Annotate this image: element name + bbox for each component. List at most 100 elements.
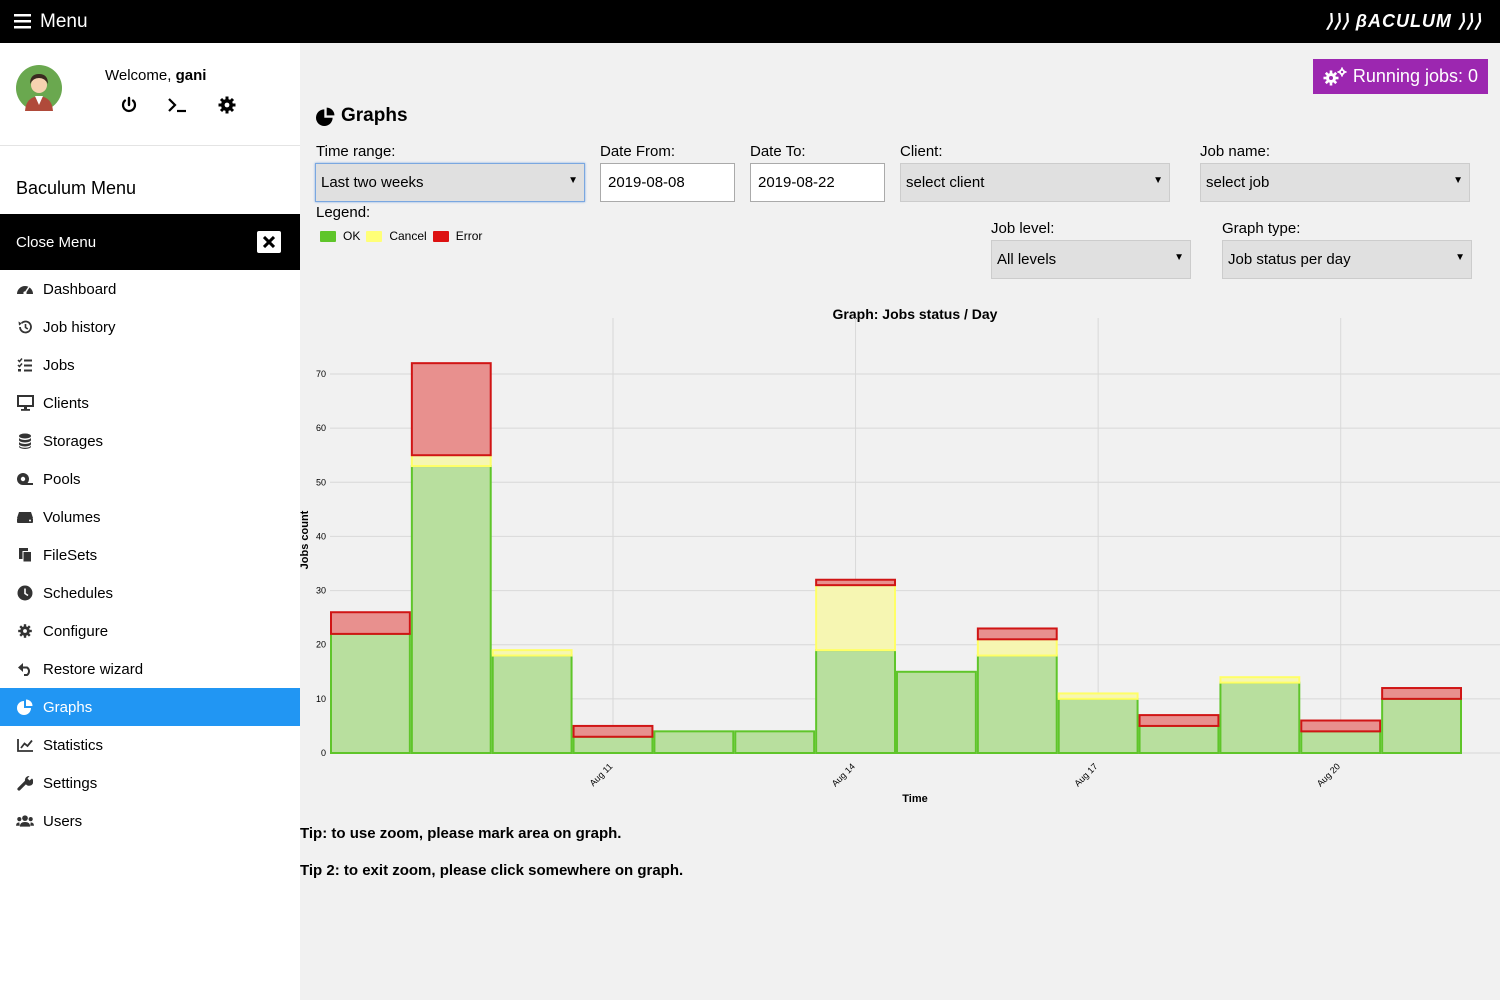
sidebar: Welcome, gani Baculum Menu Close Menu Da…: [0, 43, 300, 1000]
sidebar-item-volumes[interactable]: Volumes: [0, 498, 300, 536]
sidebar-item-settings[interactable]: Settings: [0, 764, 300, 802]
date-from-label: Date From:: [600, 143, 676, 160]
sidebar-item-label: Restore wizard: [43, 660, 144, 678]
y-tick-label: 50: [316, 477, 326, 487]
sidebar-item-label: Schedules: [43, 584, 114, 602]
chart-title: Graph: Jobs status / Day: [833, 306, 998, 322]
bar-ok: [1300, 730, 1382, 755]
y-axis: 0 10 20 30 40 50 60 70: [316, 369, 326, 758]
avatar: [16, 65, 62, 111]
date-from-input[interactable]: 2019-08-08: [600, 163, 735, 202]
page-title: Graphs: [316, 105, 408, 127]
sidebar-item-jobs[interactable]: Jobs: [0, 346, 300, 384]
bar-ok: [1219, 681, 1301, 754]
close-icon[interactable]: [257, 231, 281, 253]
pie-chart-icon: [16, 698, 34, 716]
time-range-select[interactable]: Last two weeks ▼: [315, 163, 585, 202]
bar-ok: [572, 735, 654, 754]
legend-ok-label: OK: [343, 229, 361, 243]
bar-ok: [1381, 697, 1462, 755]
power-icon[interactable]: [119, 95, 139, 115]
x-tick-label: Aug 20: [1315, 761, 1342, 788]
terminal-icon[interactable]: [167, 95, 187, 115]
y-axis-label: Jobs count: [300, 510, 311, 569]
welcome-prefix: Welcome,: [105, 67, 176, 84]
sidebar-item-label: Clients: [43, 394, 89, 412]
legend-cancel-label: Cancel: [389, 229, 427, 243]
sidebar-item-label: Storages: [43, 432, 104, 450]
dashboard-icon: [16, 280, 34, 298]
graph-type-select[interactable]: Job status per day ▼: [1222, 240, 1472, 279]
sidebar-item-label: FileSets: [43, 546, 98, 564]
date-to-input[interactable]: 2019-08-22: [750, 163, 885, 202]
y-tick-label: 70: [316, 369, 326, 379]
zoom-exit-tip: Tip 2: to exit zoom, please click somewh…: [300, 862, 684, 879]
menu-label: Menu: [40, 10, 88, 32]
bar-cancel: [976, 638, 1058, 657]
baculum-logo: ⟩⟩⟩ βACULUM ⟩⟩⟩: [1325, 11, 1482, 31]
sidebar-item-storages[interactable]: Storages: [0, 422, 300, 460]
sidebar-nav: Dashboard Job history Jobs Clients Stora…: [0, 270, 300, 840]
menu-toggle-button[interactable]: Menu: [14, 0, 88, 43]
legend-ok-swatch: [320, 230, 336, 242]
sidebar-item-configure[interactable]: Configure: [0, 612, 300, 650]
close-menu-button[interactable]: Close Menu: [0, 214, 300, 270]
gear-icon[interactable]: [217, 95, 237, 115]
sidebar-item-job-history[interactable]: Job history: [0, 308, 300, 346]
job-name-select[interactable]: select job ▼: [1200, 163, 1470, 202]
sidebar-item-dashboard[interactable]: Dashboard: [0, 270, 300, 308]
bar-cancel: [1057, 692, 1139, 700]
sidebar-item-label: Dashboard: [43, 280, 117, 298]
x-axis-label: Time: [902, 793, 927, 805]
sidebar-item-clients[interactable]: Clients: [0, 384, 300, 422]
job-level-select[interactable]: All levels ▼: [991, 240, 1191, 279]
bar-cancel: [491, 649, 573, 657]
bar-error: [815, 578, 897, 587]
running-jobs-button[interactable]: Running jobs: 0: [1312, 59, 1488, 94]
date-to-label: Date To:: [750, 143, 806, 160]
sidebar-item-filesets[interactable]: FileSets: [0, 536, 300, 574]
bar-ok: [976, 654, 1058, 754]
bar-error: [572, 724, 654, 738]
bar-cancel: [410, 454, 492, 468]
bar-ok: [491, 654, 573, 754]
legend-cancel-swatch: [366, 230, 383, 242]
sidebar-item-users[interactable]: Users: [0, 802, 300, 840]
tape-icon: [16, 470, 34, 488]
wrench-icon: [16, 774, 34, 792]
cogs-icon: [1323, 67, 1347, 85]
database-icon: [16, 432, 34, 450]
graph-type-label: Graph type:: [1222, 220, 1301, 237]
menu-heading: Baculum Menu: [16, 178, 137, 198]
y-tick-label: 40: [316, 531, 326, 541]
bar-ok: [1138, 724, 1220, 754]
close-menu-label: Close Menu: [16, 233, 97, 251]
copy-icon: [16, 546, 34, 564]
bar-ok: [1057, 697, 1139, 755]
sidebar-item-pools[interactable]: Pools: [0, 460, 300, 498]
y-tick-label: 10: [316, 694, 326, 704]
job-name-label: Job name:: [1200, 143, 1271, 160]
time-range-label: Time range:: [316, 143, 396, 160]
sidebar-item-restore-wizard[interactable]: Restore wizard: [0, 650, 300, 688]
job-name-value: select job: [1206, 174, 1270, 191]
bar-cancel: [1219, 676, 1301, 684]
sidebar-item-graphs[interactable]: Graphs: [0, 688, 300, 726]
bar-error: [976, 627, 1058, 641]
pie-chart-icon: [316, 107, 335, 126]
sidebar-item-statistics[interactable]: Statistics: [0, 726, 300, 764]
graph-type-value: Job status per day: [1228, 251, 1351, 268]
chart-bars: [330, 362, 1462, 755]
username: gani: [175, 67, 207, 84]
sidebar-item-label: Configure: [43, 622, 109, 640]
sidebar-item-schedules[interactable]: Schedules: [0, 574, 300, 612]
sidebar-item-label: Pools: [43, 470, 81, 488]
dropdown-arrow-icon: ▼: [1455, 252, 1465, 263]
legend-error-label: Error: [455, 229, 483, 243]
user-panel: Welcome, gani: [0, 43, 300, 146]
client-select[interactable]: select client ▼: [900, 163, 1170, 202]
bar-error: [410, 362, 492, 457]
zoom-tip: Tip: to use zoom, please mark area on gr…: [300, 825, 622, 842]
job-level-label: Job level:: [991, 220, 1055, 237]
jobs-status-chart[interactable]: Graph: Jobs status / Day 0 10 20 30 40 50 60 70…: [300, 298, 1500, 818]
